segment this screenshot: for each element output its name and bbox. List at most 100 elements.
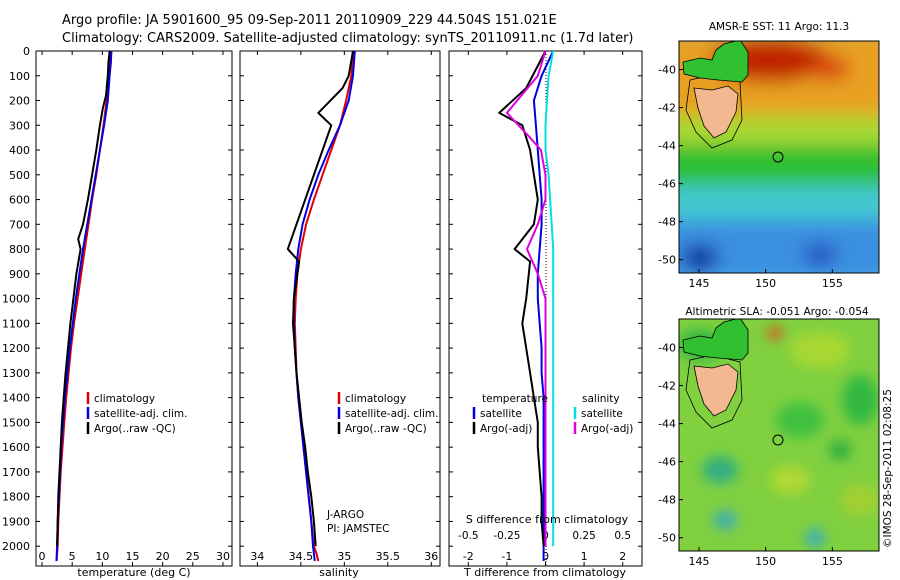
temperature-lines	[55, 51, 113, 562]
sla-heatmap	[679, 319, 879, 551]
salinity-y-ticks	[240, 50, 440, 547]
series-line	[286, 51, 354, 547]
sst-map-frame	[678, 40, 880, 274]
depth-tick-label: 2000	[2, 540, 30, 553]
sst-map-ticks: 145 150 155 -40 -42 -44 -46 -48 -50	[658, 64, 843, 290]
sla-map-ticks: 145 150 155 -40 -42 -44 -46 -48 -50	[658, 342, 843, 568]
figure-title-line2: Climatology: CARS2009. Satellite-adjuste…	[62, 31, 634, 46]
map-x-tick-label: 150	[755, 555, 776, 568]
depth-tick-label: 900	[9, 268, 30, 281]
depth-tick-label: 1600	[2, 441, 30, 454]
x-tick-label: -1	[501, 550, 512, 563]
map-x-tick-label: 145	[689, 555, 710, 568]
legend-label-s-argo: Argo(-adj)	[581, 423, 633, 435]
x-tick-label: 36	[424, 550, 438, 563]
s-diff-tick-label: -0.5	[458, 530, 479, 542]
legend-label-s-satellite: satellite	[581, 408, 623, 420]
sla-patch-g	[713, 510, 737, 530]
temperature-x-ticks: 0 5 10 15 20 25 30	[39, 51, 230, 566]
depth-tick-label: 1400	[2, 392, 30, 405]
sst-coastline	[682, 41, 749, 83]
map-y-tick-label: -48	[658, 494, 676, 507]
sla-profile-marker	[772, 434, 784, 446]
depth-tick-label: 500	[9, 169, 30, 182]
depth-tick-label: 1300	[2, 367, 30, 380]
map-y-tick-label: -42	[658, 102, 676, 115]
sst-profile-marker	[772, 151, 784, 163]
legend-label-climatology: climatology	[94, 393, 155, 405]
s-diff-tick-label: 0.5	[614, 530, 631, 542]
depth-tick-label: 800	[9, 243, 30, 256]
map-y-tick-label: -40	[658, 342, 676, 355]
sst-tasmania	[693, 85, 739, 139]
difference-legend: temperature satellite Argo(-adj) salinit…	[472, 393, 633, 435]
sst-map-title: AMSR-E SST: 11 Argo: 11.3	[709, 21, 849, 33]
sla-map-title: Altimetric SLA: -0.051 Argo: -0.054	[685, 306, 869, 318]
depth-tick-label: 700	[9, 218, 30, 231]
salinity-lines	[286, 51, 356, 562]
legend-header-salinity: salinity	[582, 393, 620, 405]
difference-panel: -2 -1 0 1 2 -0.5 -0.25 0 0.25 0.5 T difference f…	[448, 50, 643, 579]
x-tick-label: -2	[463, 550, 474, 563]
temperature-panel: 0100200300400500600700800900100011001200…	[2, 45, 233, 579]
map-y-tick-label: -42	[658, 380, 676, 393]
difference-lines	[498, 51, 555, 561]
salinity-panel: 34 34.5 35 35.5 36 salinity climatology sate…	[239, 50, 441, 579]
sst-map-panel: AMSR-E SST: 11 Argo: 11.3 145 150 155 -40 -4…	[658, 21, 880, 290]
x-tick-label: 35	[337, 550, 351, 563]
map-y-tick-label: -44	[658, 140, 676, 153]
sla-patch-i	[805, 528, 825, 548]
sla-patch-c	[767, 326, 783, 340]
x-tick-label: 1	[581, 550, 588, 563]
sla-map-panel: Altimetric SLA: -0.051 Argo: -0.054	[658, 306, 880, 568]
depth-tick-label: 1500	[2, 416, 30, 429]
s-difference-axis-label: S difference from climatology	[466, 513, 629, 526]
temperature-axis-label: temperature (deg C)	[77, 566, 190, 579]
x-tick-label: 30	[216, 550, 230, 563]
map-x-tick-label: 155	[822, 277, 843, 290]
sla-patch-b	[790, 332, 850, 368]
depth-ticks: 0 100 200 300 400 500 600 700 800 900 1000 1100 1200…	[2, 45, 232, 553]
program-annotation: J-ARGO	[326, 509, 364, 521]
salinity-x-ticks: 34 34.5 35 35.5 36	[250, 51, 438, 566]
sst-band-mid	[679, 140, 879, 185]
legend-label-argo: Argo(..raw -QC)	[94, 423, 176, 435]
sla-patch-d	[842, 375, 878, 425]
map-y-tick-label: -46	[658, 178, 676, 191]
legend-label-climatology: climatology	[345, 393, 406, 405]
x-tick-label: 34	[250, 550, 264, 563]
x-tick-label: 10	[95, 550, 109, 563]
s-diff-tick-label: 0.25	[572, 530, 595, 542]
sla-patch-k	[828, 440, 852, 460]
map-y-tick-label: -50	[658, 254, 676, 267]
sla-tasmania	[693, 363, 739, 417]
series-line	[56, 51, 111, 547]
depth-tick-label: 1000	[2, 293, 30, 306]
sla-map-frame	[678, 318, 880, 552]
salinity-axis-label: salinity	[319, 566, 359, 579]
sst-band-midcool	[679, 180, 879, 220]
sla-coastline	[682, 319, 749, 361]
series-line	[544, 51, 555, 547]
legend-label-satellite: satellite-adj. clim.	[345, 408, 438, 420]
sla-patch-h	[770, 466, 810, 494]
legend-label-t-satellite: satellite	[480, 408, 522, 420]
legend-label-t-argo: Argo(-adj)	[480, 423, 532, 435]
sla-patch-j	[840, 484, 879, 516]
map-x-tick-label: 145	[689, 277, 710, 290]
sla-patch-f	[702, 456, 738, 484]
depth-tick-label: 1200	[2, 342, 30, 355]
x-tick-label: 15	[125, 550, 139, 563]
depth-tick-label: 0	[23, 45, 30, 58]
salinity-plot-frame	[239, 50, 441, 567]
sst-band-warm	[679, 110, 879, 145]
difference-y-ticks	[449, 50, 642, 547]
depth-tick-label: 300	[9, 119, 30, 132]
depth-tick-label: 1700	[2, 466, 30, 479]
sst-warm-spot	[810, 56, 850, 80]
x-tick-label: 5	[69, 550, 76, 563]
figure-title-line1: Argo profile: JA 5901600_95 09-Sep-2011 …	[62, 13, 557, 28]
salinity-legend: climatology satellite-adj. clim. Argo(..…	[337, 392, 438, 435]
x-tick-label: 20	[156, 550, 170, 563]
